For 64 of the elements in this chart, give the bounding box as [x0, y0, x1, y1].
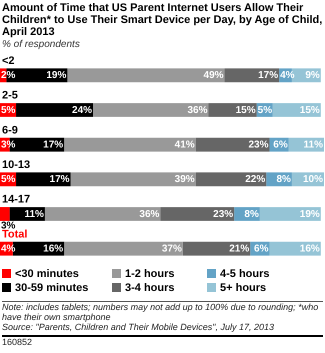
data-label: 23% [213, 208, 234, 220]
data-label: 8% [244, 208, 259, 220]
data-label: 19% [46, 70, 66, 82]
data-label: 41% [174, 139, 195, 150]
bar [16, 103, 94, 117]
bar [70, 172, 196, 186]
bar [196, 138, 270, 152]
legend-label: 30-59 minutes [14, 282, 90, 296]
data-label: 49% [204, 70, 224, 82]
legend-label: <30 minutes [14, 268, 80, 282]
bar [182, 242, 250, 256]
legend-label: 5+ hours [219, 282, 268, 296]
bar [160, 207, 234, 221]
bar [64, 242, 183, 256]
data-label: 22% [245, 174, 266, 186]
text: 160852 [2, 335, 323, 347]
chart-subtitle: % of respondents [1, 38, 81, 50]
y-tick-label: <2 [2, 54, 15, 67]
y-tick-label: 6-9 [2, 124, 18, 136]
data-label: 17% [50, 174, 70, 186]
data-label: 39% [174, 174, 195, 186]
bar [93, 103, 209, 117]
data-label: 19% [300, 208, 320, 220]
data-label: 16% [43, 243, 64, 254]
data-label: 10% [302, 174, 324, 186]
data-label: 21% [229, 243, 250, 254]
data-label: 4% [280, 70, 295, 82]
legend-label: 1-2 hours [124, 268, 176, 282]
bar [224, 68, 280, 82]
bar [16, 172, 71, 186]
y-tick-label: 10-13 [2, 158, 30, 171]
bar [44, 207, 160, 221]
legend-label: 3-4 hours [124, 282, 176, 296]
data-label: 9% [305, 70, 320, 82]
bar [0, 207, 10, 221]
data-label: 6% [273, 139, 288, 150]
bar [196, 172, 266, 186]
data-label: 23% [248, 139, 269, 150]
data-label: 36% [188, 104, 208, 116]
data-label: 24% [72, 104, 92, 116]
data-label: 11% [24, 208, 44, 220]
y-tick-label: 14-17 [2, 194, 30, 206]
data-label: 5% [258, 104, 272, 116]
data-label: 5% [1, 174, 16, 186]
data-label: 11% [304, 139, 324, 150]
bar [260, 207, 321, 221]
data-label: 15% [236, 104, 256, 116]
data-label: 16% [300, 243, 320, 254]
bar [67, 68, 225, 82]
data-label: 15% [300, 104, 320, 116]
source-note: Source: "Parents, Children and Their Mobile Devices", July 17, 2013 [2, 322, 276, 332]
text: Note: includes tablets; numbers may not add up to 100% due to rounding; *who have their own smartphone [2, 302, 320, 322]
y-tick-label: 2-5 [2, 90, 18, 102]
data-label: 8% [276, 174, 292, 186]
legend-label: 4-5 hours [219, 268, 271, 282]
y-tick-label: Total [2, 228, 28, 240]
bar [64, 138, 196, 152]
data-label: 6% [254, 243, 269, 254]
data-label: 36% [139, 208, 160, 220]
chart-title: Amount of Time that US Parent Internet Users Allow Their Children* to Use Their Smart Device per Day, by Age of Child, April 2013 [1, 1, 324, 38]
data-label: 37% [162, 243, 182, 254]
data-label: 17% [43, 139, 64, 150]
data-label: 5% [1, 104, 16, 116]
data-label: 17% [258, 70, 278, 82]
